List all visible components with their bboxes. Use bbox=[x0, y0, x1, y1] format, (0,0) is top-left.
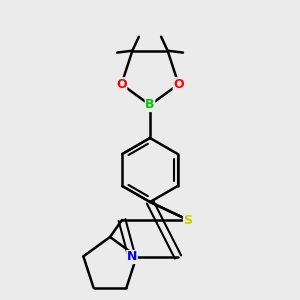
Text: O: O bbox=[116, 78, 127, 91]
Text: B: B bbox=[145, 98, 155, 112]
Text: O: O bbox=[173, 78, 184, 91]
Text: N: N bbox=[127, 250, 137, 263]
Text: S: S bbox=[184, 214, 193, 226]
